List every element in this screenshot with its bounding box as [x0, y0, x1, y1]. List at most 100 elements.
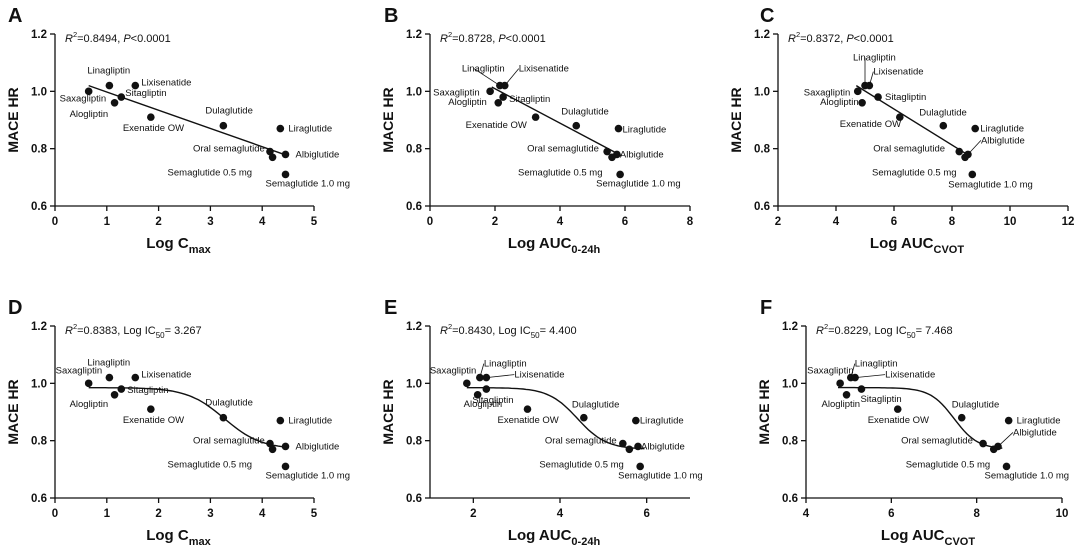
point-label: Semaglutide 1.0 mg	[266, 470, 351, 481]
stat-text: R2=0.8229, Log IC50= 7.468	[816, 322, 953, 340]
data-point-saxagliptin	[486, 87, 494, 96]
data-point-semaglutide-1-0-mg	[281, 170, 290, 179]
x-tick-label: 2	[492, 216, 498, 228]
data-point-linagliptin	[476, 373, 484, 382]
data-point-liraglutide	[632, 416, 640, 425]
point-label: Albiglutide	[641, 441, 685, 452]
data-point-semaglutide-1-0-mg	[616, 170, 624, 179]
stat-ic-label: Log IC	[874, 325, 906, 337]
label-leader	[504, 68, 520, 86]
point-label: Linagliptin	[462, 64, 505, 75]
x-tick-label: 6	[888, 508, 894, 520]
point-label: Semaglutide 1.0 mg	[948, 179, 1033, 190]
x-axis-label-main: Log AUC	[508, 235, 572, 252]
point-label: Exenatide OW	[123, 415, 184, 426]
y-tick-label: 1.2	[406, 29, 422, 41]
data-point-saxagliptin	[853, 87, 862, 96]
stat-r2-value: =0.8383,	[77, 325, 123, 337]
stat-p-rest: <0.0001	[854, 33, 894, 45]
point-label: Semaglutide 0.5 mg	[872, 167, 957, 178]
label-leader	[473, 68, 501, 86]
data-point-lixisenatide	[131, 81, 140, 90]
point-label: Oral semaglutide	[193, 144, 265, 155]
stat-p-value: P	[498, 33, 506, 45]
data-point-alogliptin	[842, 391, 851, 399]
point-label: Sitagliptin	[472, 395, 513, 406]
data-point-sitagliptin	[117, 385, 126, 393]
label-leader	[855, 374, 886, 378]
data-point-alogliptin	[858, 99, 866, 107]
data-point-semaglutide-0-5-mg	[268, 153, 277, 162]
stat-ic-value: = 4.400	[540, 325, 577, 337]
point-label: Linagliptin	[484, 359, 527, 370]
data-point-dulaglutide	[219, 121, 228, 130]
y-tick-label: 0.8	[406, 144, 423, 156]
y-axis-label: MACE HR	[756, 379, 772, 444]
stat-text: R2=0.8383, Log IC50= 3.267	[65, 322, 202, 340]
point-label: Alogliptin	[70, 399, 109, 410]
label-leader	[868, 71, 874, 86]
point-label: Alogliptin	[820, 97, 859, 108]
point-label: Semaglutide 0.5 mg	[518, 167, 603, 178]
data-point-alogliptin	[494, 99, 503, 107]
data-point-sitagliptin	[482, 385, 491, 393]
data-point-semaglutide-0-5-mg	[961, 153, 969, 162]
data-point-lixisenatide	[131, 373, 140, 382]
y-tick-label: 0.8	[754, 144, 771, 156]
data-point-semaglutide-0-5-mg	[989, 445, 998, 454]
panel-label: E	[384, 297, 397, 319]
data-point-oral-semaglutide	[266, 147, 274, 156]
x-axis-label-main: Log AUC	[881, 527, 945, 544]
stat-ic-label: Log IC	[498, 325, 530, 337]
point-label: Lixisenatide	[141, 78, 191, 89]
x-axis-label: Log AUC0-24h	[508, 235, 601, 256]
panel-label: C	[760, 5, 774, 27]
point-label: Semaglutide 1.0 mg	[618, 470, 703, 481]
point-label: Liraglutide	[623, 125, 667, 136]
x-tick-label: 8	[949, 216, 956, 228]
x-tick-label: 3	[207, 216, 213, 228]
point-label: Semaglutide 0.5 mg	[168, 459, 253, 470]
point-label: Saxagliptin	[433, 87, 479, 98]
y-tick-label: 1.0	[782, 378, 798, 390]
x-tick-label: 8	[687, 216, 694, 228]
panel-label: D	[8, 297, 22, 319]
stat-p-value: P	[123, 33, 131, 45]
x-axis-label-sub: CVOT	[945, 536, 976, 548]
data-point-liraglutide	[276, 416, 285, 425]
panel-label: F	[760, 297, 772, 319]
x-tick-label: 12	[1062, 216, 1075, 228]
point-label: Semaglutide 0.5 mg	[168, 167, 253, 178]
data-point-liraglutide	[614, 124, 623, 133]
stat-squared: 2	[73, 30, 77, 39]
point-label: Dulaglutide	[572, 400, 620, 411]
data-point-semaglutide-1-0-mg	[1002, 462, 1011, 471]
stat-r2-value: =0.8494,	[77, 33, 123, 45]
y-tick-label: 0.6	[406, 493, 422, 505]
data-point-albiglutide	[281, 442, 290, 451]
data-point-saxagliptin	[84, 87, 93, 96]
data-point-oral-semaglutide	[266, 439, 274, 448]
x-tick-label: 2	[155, 216, 161, 228]
x-tick-label: 6	[643, 508, 649, 520]
data-point-dulaglutide	[572, 121, 581, 130]
x-tick-label: 0	[52, 508, 58, 520]
point-label: Albiglutide	[296, 149, 340, 160]
x-tick-label: 4	[803, 508, 810, 520]
stat-squared: 2	[448, 322, 452, 331]
x-axis-label-main: Log AUC	[508, 527, 572, 544]
y-tick-label: 0.8	[782, 436, 799, 448]
point-label: Liraglutide	[640, 416, 684, 427]
data-point-semaglutide-0-5-mg	[625, 445, 634, 454]
data-point-dulaglutide	[219, 413, 228, 422]
point-label: Lixisenatide	[141, 370, 191, 381]
stat-p-rest: <0.0001	[131, 33, 171, 45]
point-label: Semaglutide 1.0 mg	[985, 470, 1070, 481]
point-label: Saxagliptin	[56, 365, 102, 376]
y-tick-label: 0.8	[31, 436, 48, 448]
x-tick-label: 4	[833, 216, 840, 228]
data-point-semaglutide-1-0-mg	[636, 462, 644, 471]
x-tick-label: 10	[1004, 216, 1017, 228]
